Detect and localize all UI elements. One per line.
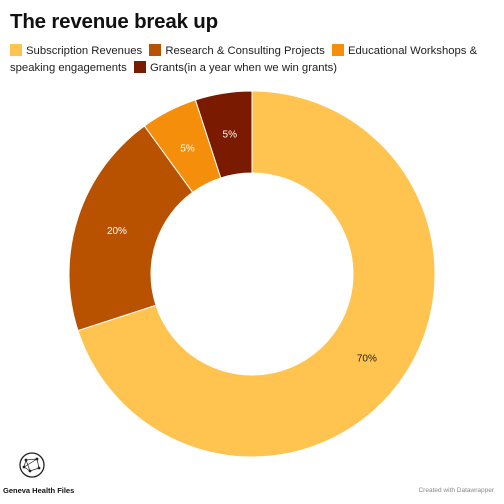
legend-label: Educational Workshops & speaking engagem… [10,45,478,74]
legend-swatch [10,44,22,56]
legend-swatch [149,44,162,56]
slice-label-research: 20% [107,226,127,237]
slice-grants [194,90,253,179]
logo-text: Geneva Health Files [3,486,75,495]
legend-item-workshops: Educational Workshops & speaking engagem… [10,44,478,74]
slice-label-grants: 5% [223,130,238,141]
legend-label: Research & Consulting Projects [165,45,325,57]
legend-swatch [331,44,344,56]
geneva-health-files-logo [19,452,45,478]
slice-research [68,125,194,332]
datawrapper-credit: Created with Datawrapper [418,487,494,494]
chart-title: The revenue break up [10,10,218,33]
slice-label-workshops: 5% [180,143,195,154]
legend-label: Subscription Revenues [26,45,143,57]
legend-item-grants: Grants(in a year when we win grants) [133,61,338,74]
slice-subscription [77,90,436,458]
legend: Subscription Revenues Research & Consult… [10,43,494,77]
legend-label: Grants(in a year when we win grants) [149,62,338,74]
slice-label-subscription: 70% [357,353,377,364]
legend-swatch [133,61,146,73]
legend-item-subscription: Subscription Revenues [10,44,143,57]
legend-item-research: Research & Consulting Projects [149,44,325,57]
